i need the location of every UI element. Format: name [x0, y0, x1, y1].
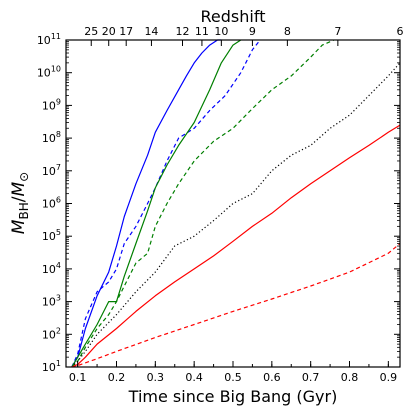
- series-line-5: [71, 62, 401, 368]
- y-tick-label: 102: [42, 326, 61, 341]
- series-line-4: [71, 39, 335, 368]
- y-tick-label: 1010: [37, 65, 61, 80]
- x-axis-title: Time since Big Bang (Gyr): [128, 387, 338, 406]
- y-tick-label: 103: [42, 294, 61, 309]
- x-tick-label: 0.2: [108, 371, 126, 384]
- top-tick-label: 8: [284, 25, 291, 38]
- y-tick-label: 109: [42, 97, 61, 112]
- x-tick-label: 0.9: [380, 371, 398, 384]
- y-tick-label: 107: [42, 163, 61, 178]
- plot-frame: [65, 39, 401, 368]
- x-tick-label: 0.5: [224, 371, 242, 384]
- x-tick-label: 0.3: [147, 371, 165, 384]
- series-line-3: [71, 39, 242, 368]
- top-tick-label: 25: [84, 25, 98, 38]
- top-tick-label: 11: [195, 25, 209, 38]
- series-line-2: [71, 39, 261, 368]
- y-tick-label: 108: [42, 130, 61, 145]
- x-tick-label: 0.4: [185, 371, 203, 384]
- x-tick-label: 0.7: [302, 371, 320, 384]
- y-tick-label: 101: [42, 359, 61, 374]
- series-line-6: [71, 124, 401, 368]
- y-tick-label: 106: [42, 196, 61, 211]
- series-layer: [71, 39, 401, 368]
- series-line-7: [71, 243, 401, 368]
- top-tick-label: 20: [102, 25, 116, 38]
- top-tick-label: 10: [214, 25, 228, 38]
- top-tick-label: 7: [334, 25, 341, 38]
- series-line-1: [71, 39, 222, 368]
- tick-layer: 0.1 0.2 0.3 0.4 0.5 0.6 0.7 0.8 0.9 25 20 17 14 12 11 1…: [37, 25, 404, 384]
- x-tick-label: 0.6: [263, 371, 281, 384]
- x-tick-label: 0.1: [69, 371, 87, 384]
- top-tick-label: 17: [119, 25, 133, 38]
- y-tick-label: 1011: [37, 32, 61, 47]
- y-axis-title: MBH/M⊙: [9, 172, 31, 234]
- y-tick-label: 105: [42, 228, 61, 243]
- top-tick-label: 12: [176, 25, 190, 38]
- top-tick-label: 6: [397, 25, 404, 38]
- y-tick-label: 104: [42, 261, 61, 276]
- top-tick-label: 9: [249, 25, 256, 38]
- top-tick-label: 14: [144, 25, 158, 38]
- x-tick-label: 0.8: [341, 371, 359, 384]
- top-axis-title: Redshift: [201, 7, 266, 26]
